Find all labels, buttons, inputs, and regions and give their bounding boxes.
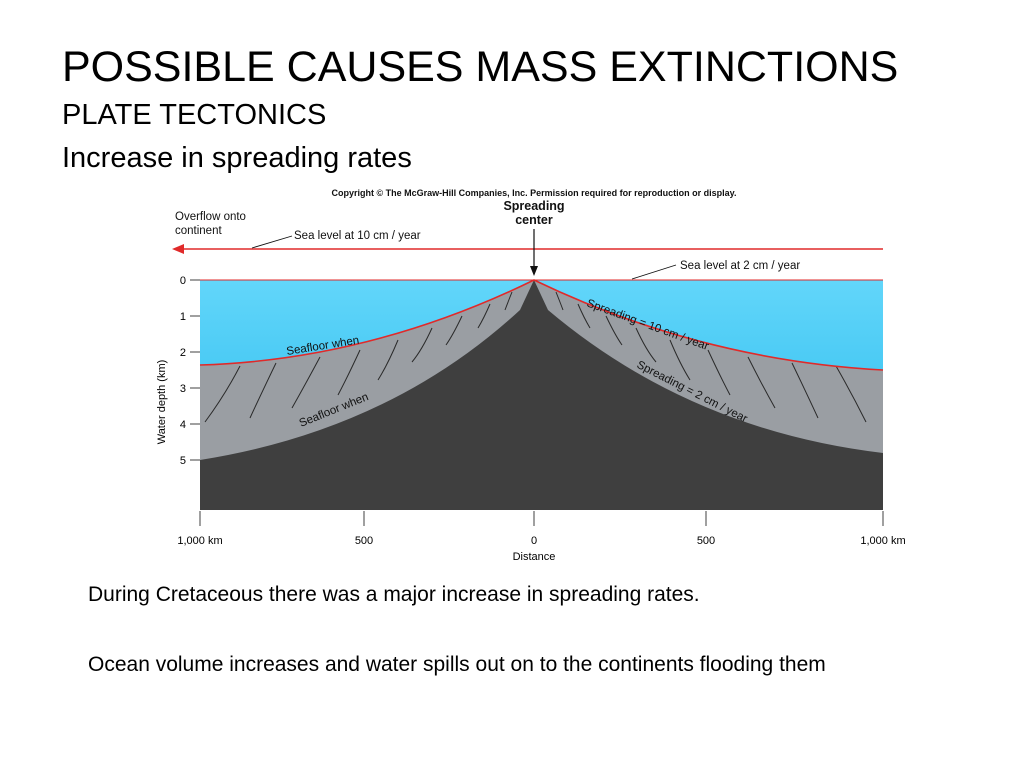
sea-level-fast-label: Sea level at 10 cm / year	[294, 230, 421, 242]
overflow-label-line1: Overflow onto	[175, 211, 246, 223]
leader-sea-level-fast	[251, 235, 293, 249]
diagram-svg: Copyright © The McGraw-Hill Companies, I…	[156, 188, 906, 563]
x-tick-label: 1,000 km	[177, 535, 222, 547]
leader-sea-level-slow	[631, 264, 677, 280]
isochron-lines-right	[555, 291, 867, 423]
bullet-list: During Cretaceous there was a major incr…	[88, 580, 948, 720]
spreading-center-label-line1: Spreading	[503, 199, 564, 213]
y-tick-label: 2	[180, 347, 186, 359]
y-tick-label: 0	[180, 275, 186, 287]
slide-subtitle-secondary: Increase in spreading rates	[62, 142, 412, 174]
x-tick-label: 500	[355, 535, 373, 547]
x-axis-label: Distance	[513, 551, 556, 563]
isochron-lines-left	[204, 291, 513, 423]
x-tick-label: 1,000 km	[860, 535, 905, 547]
sea-level-slow-label: Sea level at 2 cm / year	[680, 260, 800, 272]
y-axis-label: Water depth (km)	[156, 360, 168, 445]
seafloor-spreading-diagram: Copyright © The McGraw-Hill Companies, I…	[0, 180, 1024, 570]
slide-subtitle: PLATE TECTONICS	[62, 99, 327, 131]
y-tick-label: 4	[180, 419, 186, 431]
bullet-item: During Cretaceous there was a major incr…	[88, 583, 700, 606]
y-tick-label: 5	[180, 455, 186, 467]
sea-level-arrowhead	[172, 244, 184, 254]
x-tick-label: 500	[697, 535, 715, 547]
x-tick-label: 0	[531, 535, 537, 547]
slide-title: POSSIBLE CAUSES MASS EXTINCTIONS	[62, 43, 899, 91]
bullet-item: Ocean volume increases and water spills …	[88, 653, 826, 676]
x-axis: 1,000 km 500 0 500 1,000 km Distance	[177, 511, 906, 563]
oceanic-crust	[200, 280, 883, 510]
overflow-label-line2: continent	[175, 225, 222, 237]
copyright-notice: Copyright © The McGraw-Hill Companies, I…	[331, 188, 736, 198]
spreading-center-label-line2: center	[515, 213, 553, 227]
spreading-center-arrowhead	[530, 266, 538, 276]
y-axis: 0 1 2 3 4 5 Water depth (km)	[156, 275, 200, 467]
y-tick-label: 3	[180, 383, 186, 395]
y-tick-label: 1	[180, 311, 186, 323]
